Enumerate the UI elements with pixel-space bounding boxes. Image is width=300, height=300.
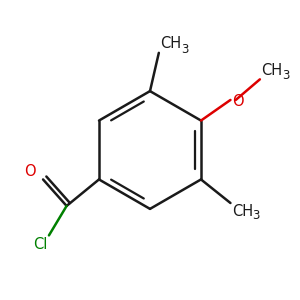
Text: 3: 3 (253, 209, 260, 222)
Text: CH: CH (261, 63, 283, 78)
Text: 3: 3 (181, 43, 188, 56)
Text: 3: 3 (282, 69, 289, 82)
Text: Cl: Cl (33, 237, 47, 252)
Text: CH: CH (232, 205, 253, 220)
Text: O: O (232, 94, 244, 109)
Text: O: O (24, 164, 36, 179)
Text: CH: CH (160, 36, 182, 51)
